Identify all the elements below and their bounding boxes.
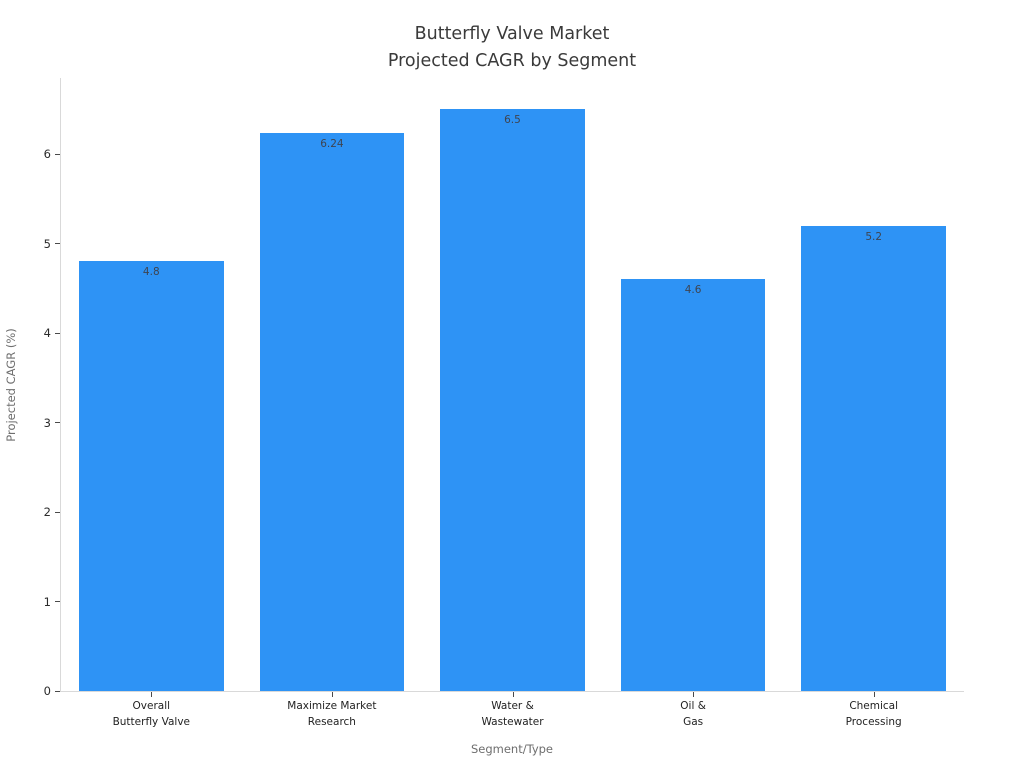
- y-tick-label: 0: [43, 684, 51, 698]
- bar-value-label: 4.6: [684, 284, 702, 297]
- x-tick-label-line: Gas: [683, 716, 704, 728]
- plot-area: 0 1 2 3 4 5 6 4.8 Overall Butterfly Valve 6.24 Maxi…: [44, 78, 964, 728]
- y-tick-mark: [55, 690, 60, 692]
- x-tick-mark: [151, 692, 153, 697]
- x-tick-mark: [873, 692, 875, 697]
- y-tick-mark: [55, 243, 60, 245]
- bar-value-label: 5.2: [865, 230, 883, 243]
- bar-value-label: 6.5: [504, 114, 521, 127]
- x-tick-label-line: Chemical: [849, 700, 899, 712]
- y-tick-label: 3: [43, 415, 51, 430]
- y-tick-mark: [55, 332, 60, 334]
- x-tick-label-line: Butterfly Valve: [112, 716, 191, 728]
- x-tick-mark: [512, 692, 514, 697]
- bar-oil-gas: 4.6: [620, 279, 766, 691]
- x-tick-label-line: Processing: [845, 716, 902, 728]
- chart-title: Butterfly Valve Market: [414, 24, 610, 44]
- y-tick-label: 2: [43, 505, 51, 520]
- bar-maximize-market-research: 6.24: [259, 132, 405, 691]
- x-tick-mark: [331, 692, 333, 697]
- x-axis-title: Segment/Type: [470, 742, 554, 756]
- y-tick-label: 4: [43, 326, 51, 341]
- x-tick-label-line: Wastewater: [481, 716, 544, 728]
- chart-subtitle: Projected CAGR by Segment: [387, 51, 637, 71]
- y-tick-label: 1: [43, 594, 51, 609]
- y-tick-mark: [55, 601, 60, 602]
- x-tick-label-oil-gas: Oil & Gas: [680, 698, 706, 730]
- y-tick-mark: [55, 511, 60, 513]
- x-tick-label-line: Overall: [132, 700, 171, 712]
- x-tick-label-line: Water &: [491, 700, 534, 712]
- y-tick-label: 6: [43, 147, 51, 162]
- x-tick-label-chemical-processing: Chemical Processing: [846, 698, 902, 730]
- bar-value-label: 4.8: [142, 266, 160, 279]
- x-tick-label-maximize-market-research: Maximize Market Research: [287, 698, 376, 730]
- bar-chemical-processing: 5.2: [801, 225, 946, 691]
- x-tick-mark: [693, 692, 695, 697]
- bar-water-wastewater: 6.5: [440, 109, 585, 691]
- y-tick-mark: [55, 422, 60, 424]
- chart-title-block: Butterfly Valve Market Projected CAGR by…: [0, 21, 1024, 75]
- x-tick-label-line: Research: [307, 716, 356, 728]
- y-tick-label: 5: [43, 236, 51, 251]
- x-tick-label-overall-butterfly-valve: Overall Butterfly Valve: [113, 698, 190, 730]
- y-tick-mark: [55, 153, 60, 155]
- bar-overall-butterfly-valve: 4.8: [79, 261, 224, 691]
- bar-value-label: 6.24: [320, 137, 344, 150]
- x-tick-label-line: Maximize Market: [287, 700, 377, 712]
- y-axis-title: Projected CAGR (%): [4, 328, 18, 442]
- x-tick-label-water-wastewater: Water & Wastewater: [481, 698, 543, 730]
- x-tick-label-line: Oil &: [680, 700, 706, 712]
